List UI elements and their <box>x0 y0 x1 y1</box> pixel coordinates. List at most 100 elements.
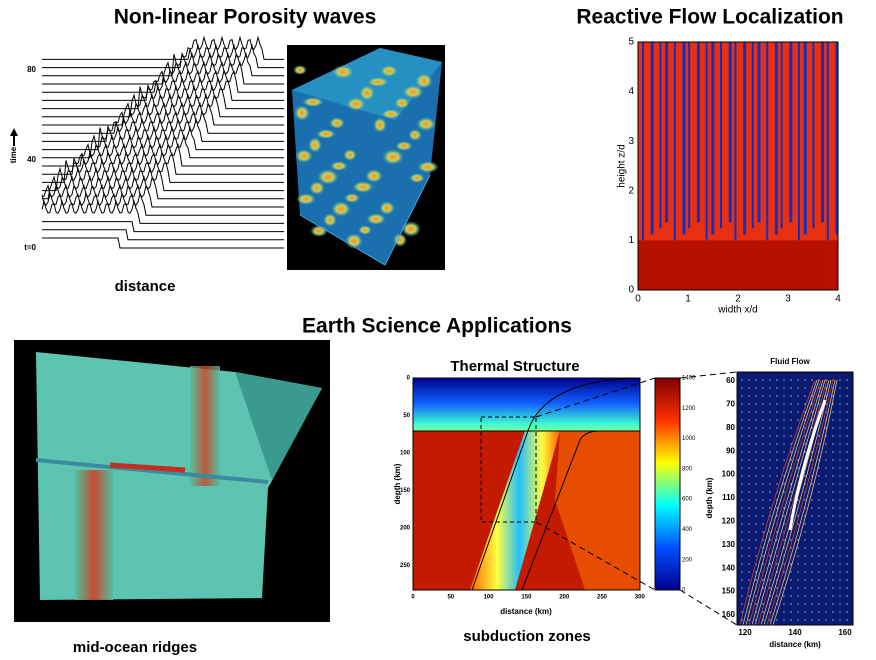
dot <box>741 547 743 549</box>
dot <box>741 539 743 541</box>
dot <box>755 395 757 397</box>
dot <box>811 563 813 565</box>
dot <box>797 403 799 405</box>
dot <box>846 379 848 381</box>
dot <box>748 579 750 581</box>
dot <box>846 571 848 573</box>
dot <box>839 395 841 397</box>
dot <box>804 451 806 453</box>
dot <box>748 595 750 597</box>
dot <box>825 475 827 477</box>
dot <box>762 411 764 413</box>
dot <box>832 539 834 541</box>
dot <box>769 507 771 509</box>
dot <box>769 411 771 413</box>
dot <box>797 411 799 413</box>
dot <box>818 555 820 557</box>
dot <box>790 379 792 381</box>
dot <box>825 403 827 405</box>
dot <box>832 523 834 525</box>
dot <box>790 443 792 445</box>
dot <box>748 547 750 549</box>
dot <box>797 603 799 605</box>
y-tick-label: 110 <box>722 493 735 502</box>
dot <box>818 539 820 541</box>
x-tick-label: 300 <box>635 595 646 601</box>
dot <box>825 595 827 597</box>
dot <box>776 443 778 445</box>
dot <box>769 579 771 581</box>
dot <box>741 531 743 533</box>
dot <box>762 491 764 493</box>
blob <box>416 117 436 131</box>
dot <box>818 499 820 501</box>
dot <box>741 467 743 469</box>
dot <box>846 459 848 461</box>
dot <box>846 467 848 469</box>
dot <box>818 611 820 613</box>
dot <box>832 427 834 429</box>
blob <box>316 129 336 139</box>
wave-line <box>42 35 284 60</box>
dot <box>769 459 771 461</box>
wave-line <box>42 134 284 159</box>
dot <box>846 387 848 389</box>
y-tick-label: 0 <box>628 285 634 296</box>
blob <box>323 213 337 227</box>
dot <box>776 475 778 477</box>
dot <box>748 507 750 509</box>
dot <box>783 411 785 413</box>
dot <box>818 475 820 477</box>
channel <box>650 42 654 235</box>
wave-line <box>42 166 284 192</box>
dot <box>769 451 771 453</box>
dot <box>846 531 848 533</box>
dot <box>832 451 834 453</box>
dot <box>804 531 806 533</box>
blob <box>329 117 345 129</box>
x-tick-label: 0 <box>635 294 641 305</box>
dot <box>832 587 834 589</box>
dot <box>804 403 806 405</box>
dot <box>790 611 792 613</box>
dot <box>811 523 813 525</box>
dot <box>769 379 771 381</box>
dot <box>804 611 806 613</box>
dot <box>832 611 834 613</box>
dot <box>783 443 785 445</box>
dot <box>804 571 806 573</box>
dot <box>804 595 806 597</box>
dot <box>741 403 743 405</box>
dot <box>839 563 841 565</box>
dot <box>797 579 799 581</box>
dot <box>762 435 764 437</box>
y-tick-label: 150 <box>400 488 411 494</box>
blob <box>402 85 424 99</box>
dot <box>797 539 799 541</box>
dot <box>748 403 750 405</box>
y-tick-label: 5 <box>628 37 634 48</box>
dot <box>811 379 813 381</box>
tick-label: 80 <box>27 65 36 74</box>
dot <box>811 555 813 557</box>
dot <box>811 579 813 581</box>
dot <box>832 467 834 469</box>
dot <box>748 451 750 453</box>
dot <box>755 483 757 485</box>
dot <box>769 587 771 589</box>
dot <box>741 571 743 573</box>
dot <box>741 395 743 397</box>
dot <box>811 419 813 421</box>
dot <box>748 539 750 541</box>
dot <box>804 499 806 501</box>
wave-line <box>42 43 284 69</box>
blob <box>417 161 439 173</box>
dot <box>755 435 757 437</box>
dot <box>825 427 827 429</box>
streamline <box>742 379 818 626</box>
dot <box>797 387 799 389</box>
dot <box>741 475 743 477</box>
colorbar-label: 600 <box>682 497 693 503</box>
dot <box>839 491 841 493</box>
x-tick-label: 160 <box>838 628 852 637</box>
